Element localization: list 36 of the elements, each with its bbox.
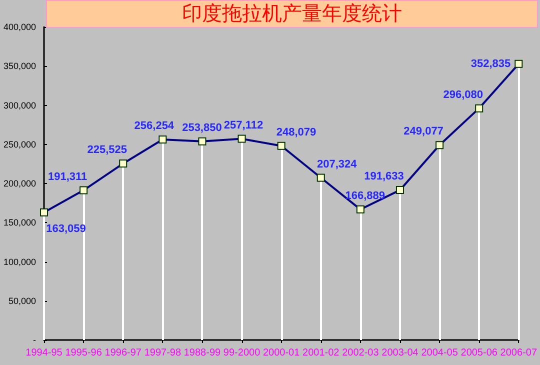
chart-title: 印度拖拉机产量年度统计 <box>182 3 402 25</box>
data-label: 256,254 <box>134 120 175 132</box>
x-tick-label: 2004-05 <box>421 348 458 358</box>
data-label: 352,835 <box>470 58 511 70</box>
x-tick-label: 1988-99 <box>184 348 222 358</box>
data-label: 191,633 <box>364 170 404 183</box>
data-label: 163,059 <box>46 222 86 235</box>
data-label: 253,850 <box>182 122 222 134</box>
y-tick-label: 100,000 <box>3 256 36 267</box>
x-tick-label: 2006-07 <box>500 348 538 358</box>
x-tick-label: 2005-06 <box>460 348 498 358</box>
y-tick-label: 200,000 <box>3 178 36 188</box>
x-tick-label: 1996-97 <box>104 348 142 358</box>
x-tick-label: 1994-95 <box>26 348 63 358</box>
y-tick-label: 350,000 <box>3 61 36 72</box>
y-tick-label: 150,000 <box>3 218 36 228</box>
x-tick-label: 1997-98 <box>144 348 182 358</box>
y-tick-label: 250,000 <box>3 139 36 150</box>
y-tick-label: 400,000 <box>3 22 36 32</box>
y-tick-label: 300,000 <box>3 100 36 110</box>
data-label: 249,077 <box>404 126 444 138</box>
x-tick-label: 99-2000 <box>223 348 261 358</box>
x-tick-label: 1995-96 <box>65 348 102 358</box>
y-tick-label: - <box>33 335 36 345</box>
data-label: 225,525 <box>87 144 127 156</box>
data-label: 191,311 <box>48 170 88 183</box>
y-tick-label: 50,000 <box>8 296 36 306</box>
data-label: 166,889 <box>345 190 386 202</box>
x-tick-label: 2003-04 <box>382 348 419 358</box>
x-tick-label: 2000-01 <box>262 348 300 358</box>
data-label: 248,079 <box>276 126 316 138</box>
data-label: 257,112 <box>224 119 264 132</box>
data-label: 207,324 <box>316 158 358 170</box>
x-tick-label: 2001-02 <box>302 348 340 358</box>
x-tick-label: 2002-03 <box>342 348 380 358</box>
data-label: 296,080 <box>443 88 483 101</box>
